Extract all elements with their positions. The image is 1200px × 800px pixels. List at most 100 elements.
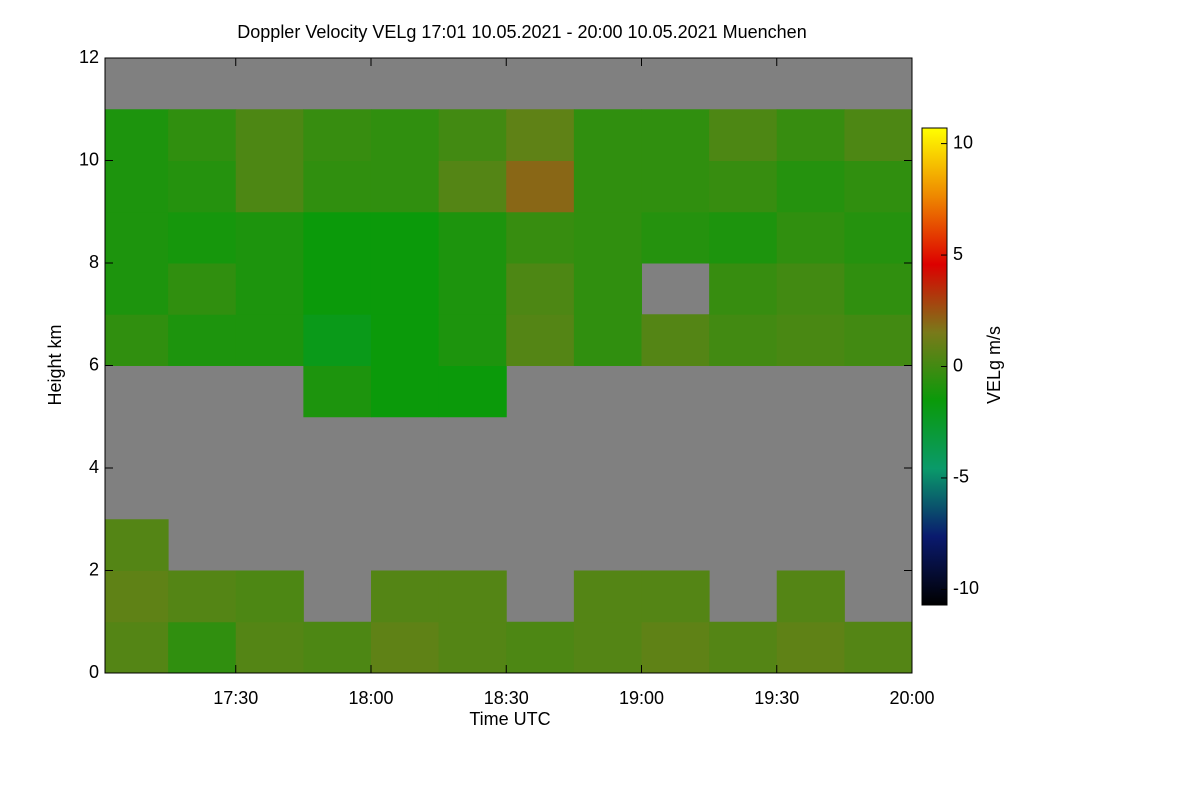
heat-cell (573, 160, 642, 213)
colorbar-label: VELg m/s (984, 326, 1004, 404)
chart-title: Doppler Velocity VELg 17:01 10.05.2021 -… (237, 22, 806, 42)
x-tick-label: 20:00 (889, 688, 934, 708)
heat-cell (303, 160, 372, 213)
y-tick-label: 12 (79, 47, 99, 67)
heat-cell (506, 314, 575, 366)
heat-cell (709, 263, 778, 315)
heat-cell (573, 263, 642, 315)
heat-cell (641, 621, 710, 674)
y-tick-label: 8 (89, 252, 99, 272)
heat-cell (573, 211, 642, 264)
colorbar-tick-label: 5 (953, 244, 963, 264)
colorbar-tick-label: -10 (953, 578, 979, 598)
heat-cell (303, 621, 372, 674)
heat-cell (370, 570, 440, 623)
heat-cell (641, 570, 710, 623)
y-tick-label: 2 (89, 559, 99, 579)
heat-cell (776, 314, 845, 366)
heat-cell (168, 570, 237, 623)
heat-cell (438, 570, 507, 623)
heat-cell (844, 160, 913, 213)
y-tick-label: 4 (89, 457, 99, 477)
heat-cell (438, 160, 507, 213)
heat-cell (506, 160, 575, 213)
colorbar-tick-label: 0 (953, 355, 963, 375)
heat-cell (641, 314, 710, 366)
x-axis-label: Time UTC (469, 709, 550, 729)
heat-cell (438, 109, 507, 161)
heat-cell (235, 621, 304, 674)
heat-cell (573, 621, 642, 674)
heat-cell (303, 314, 372, 366)
colorbar-tick-label: 10 (953, 132, 973, 152)
heat-cell (168, 621, 237, 674)
heat-cell (438, 365, 507, 418)
heat-cell (370, 211, 440, 264)
heat-cell (438, 314, 507, 366)
x-tick-label: 18:30 (484, 688, 529, 708)
heat-cell (573, 109, 642, 161)
heat-cell (168, 109, 237, 161)
heat-cell (844, 109, 913, 161)
heat-cell (105, 570, 169, 623)
heat-cell (506, 621, 575, 674)
heat-cell (776, 263, 845, 315)
heat-cell (776, 160, 845, 213)
heat-cell (709, 314, 778, 366)
heat-cell (105, 160, 169, 213)
y-tick-label: 10 (79, 149, 99, 169)
x-tick-label: 17:30 (213, 688, 258, 708)
x-tick-label: 18:00 (348, 688, 393, 708)
heat-cell (844, 621, 913, 674)
y-tick-label: 0 (89, 662, 99, 682)
heat-cell (776, 211, 845, 264)
y-axis-label: Height km (45, 324, 65, 405)
heat-cell (105, 519, 169, 571)
heat-cell (641, 109, 710, 161)
heat-cell (844, 314, 913, 366)
heat-cell (370, 621, 440, 674)
heat-cell (776, 621, 845, 674)
heat-cell (438, 263, 507, 315)
heat-cell (370, 160, 440, 213)
heat-cell (438, 621, 507, 674)
heat-cell (709, 160, 778, 213)
heat-cell (168, 314, 237, 366)
heat-cell (641, 160, 710, 213)
heat-cell (235, 570, 304, 623)
heat-cell (844, 263, 913, 315)
heat-cell (506, 109, 575, 161)
heat-cell (370, 314, 440, 366)
heat-cell (235, 211, 304, 264)
heat-cell (776, 570, 845, 623)
heat-cell (370, 263, 440, 315)
heat-cell (105, 109, 169, 161)
y-tick-label: 6 (89, 354, 99, 374)
heat-cell (303, 365, 372, 418)
heat-cell (235, 314, 304, 366)
heat-cell (438, 211, 507, 264)
x-tick-label: 19:30 (754, 688, 799, 708)
heat-cell (573, 314, 642, 366)
heat-cell (235, 263, 304, 315)
heat-cell (709, 211, 778, 264)
heat-cell (506, 211, 575, 264)
heat-cell (105, 314, 169, 366)
heat-cell (573, 570, 642, 623)
heat-cell (105, 263, 169, 315)
heat-cell (235, 160, 304, 213)
heat-cell (641, 211, 710, 264)
heat-cell (105, 621, 169, 674)
heat-cell (168, 263, 237, 315)
heat-cell (303, 263, 372, 315)
heat-cell (105, 211, 169, 264)
x-tick-label: 19:00 (619, 688, 664, 708)
heat-cell (235, 109, 304, 161)
heat-cell (776, 109, 845, 161)
heat-cell (844, 211, 913, 264)
heat-cell (303, 109, 372, 161)
heat-cell (168, 211, 237, 264)
heat-cell (370, 109, 440, 161)
